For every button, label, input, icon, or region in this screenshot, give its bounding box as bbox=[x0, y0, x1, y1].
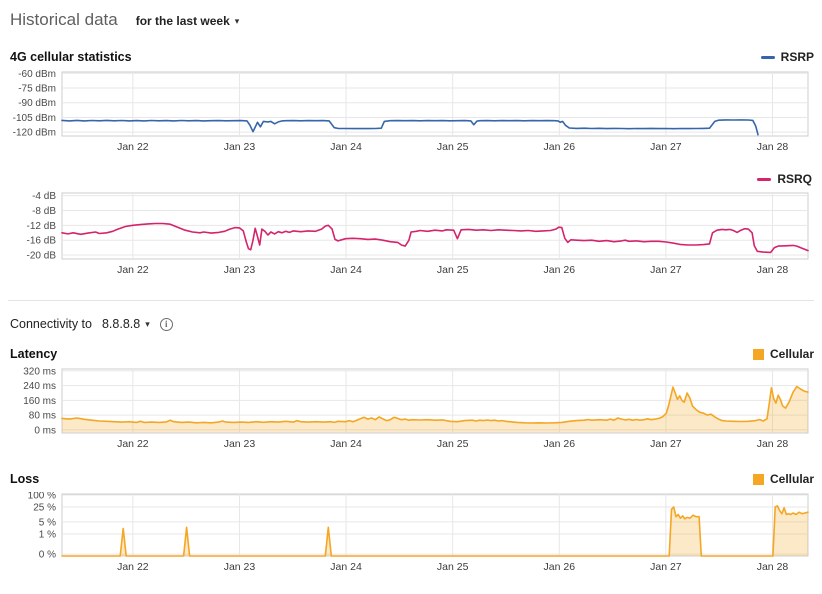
svg-text:0 %: 0 % bbox=[39, 550, 56, 561]
loss-label: Loss bbox=[10, 472, 40, 486]
rsrp-legend-label: RSRP bbox=[780, 50, 814, 64]
chevron-down-icon: ▾ bbox=[234, 15, 240, 26]
svg-text:Jan 23: Jan 23 bbox=[224, 264, 256, 276]
loss-cellular-legend-label: Cellular bbox=[769, 472, 814, 486]
svg-text:-75 dBm: -75 dBm bbox=[18, 84, 56, 95]
svg-text:80 ms: 80 ms bbox=[29, 411, 56, 422]
rsrq-legend-label: RSRQ bbox=[777, 172, 812, 186]
svg-text:Jan 25: Jan 25 bbox=[437, 438, 469, 450]
svg-text:320 ms: 320 ms bbox=[23, 367, 56, 377]
svg-text:Jan 28: Jan 28 bbox=[757, 264, 789, 276]
svg-text:-60 dBm: -60 dBm bbox=[18, 70, 56, 80]
svg-text:Jan 22: Jan 22 bbox=[117, 141, 149, 153]
page-header: Historical data for the last week ▾ bbox=[8, 10, 814, 30]
svg-text:-90 dBm: -90 dBm bbox=[18, 98, 56, 109]
svg-text:25 %: 25 % bbox=[33, 503, 56, 514]
rsrp-legend: RSRP bbox=[760, 50, 814, 64]
rsrq-legend: RSRQ bbox=[757, 171, 812, 187]
range-selector-label: for the last week bbox=[135, 14, 230, 28]
svg-text:Jan 25: Jan 25 bbox=[437, 561, 469, 573]
chevron-down-icon: ▾ bbox=[145, 318, 150, 329]
svg-text:Jan 28: Jan 28 bbox=[757, 438, 789, 450]
latency-cellular-legend: Cellular bbox=[752, 347, 814, 361]
svg-text:Jan 23: Jan 23 bbox=[224, 141, 256, 153]
svg-text:Jan 28: Jan 28 bbox=[757, 141, 789, 153]
latency-section-header: Latency Cellular bbox=[8, 345, 814, 363]
svg-text:240 ms: 240 ms bbox=[23, 381, 56, 392]
section-divider bbox=[8, 300, 814, 301]
svg-text:100 %: 100 % bbox=[28, 492, 56, 501]
svg-text:Jan 22: Jan 22 bbox=[117, 438, 149, 450]
svg-text:Jan 27: Jan 27 bbox=[650, 438, 682, 450]
svg-text:Jan 24: Jan 24 bbox=[330, 561, 362, 573]
latency-label: Latency bbox=[10, 347, 58, 361]
cellular-legend-square-icon bbox=[752, 473, 764, 485]
rsrp-legend-line-icon bbox=[760, 55, 775, 59]
svg-text:Jan 26: Jan 26 bbox=[544, 438, 576, 450]
svg-text:Jan 25: Jan 25 bbox=[437, 141, 469, 153]
svg-text:Jan 24: Jan 24 bbox=[330, 264, 362, 276]
svg-text:Jan 24: Jan 24 bbox=[330, 141, 362, 153]
svg-text:-4 dB: -4 dB bbox=[32, 191, 56, 202]
4g-section-label: 4G cellular statistics bbox=[10, 50, 132, 64]
svg-text:Jan 27: Jan 27 bbox=[650, 264, 682, 276]
svg-text:Jan 24: Jan 24 bbox=[330, 438, 362, 450]
connectivity-target-value: 8.8.8.8 bbox=[101, 317, 141, 331]
svg-text:Jan 27: Jan 27 bbox=[650, 141, 682, 153]
svg-text:Jan 27: Jan 27 bbox=[650, 561, 682, 573]
cellular-legend-square-icon bbox=[752, 348, 764, 360]
svg-text:0 ms: 0 ms bbox=[34, 425, 56, 436]
latency-chart: Jan 22 Jan 23 Jan 24 Jan 25 Jan 26 Jan 27 Jan … bbox=[8, 366, 814, 458]
svg-text:1 %: 1 % bbox=[39, 529, 56, 540]
info-icon[interactable]: i bbox=[159, 317, 173, 331]
svg-text:Jan 28: Jan 28 bbox=[757, 561, 789, 573]
4g-section-header: 4G cellular statistics RSRP bbox=[8, 48, 814, 66]
connectivity-header: Connectivity to 8.8.8.8 ▾ i bbox=[8, 317, 814, 331]
svg-text:Jan 22: Jan 22 bbox=[117, 264, 149, 276]
svg-text:-105 dBm: -105 dBm bbox=[13, 113, 56, 124]
svg-text:Jan 23: Jan 23 bbox=[224, 561, 256, 573]
svg-text:Jan 22: Jan 22 bbox=[117, 561, 149, 573]
rsrq-chart: Jan 22 Jan 23 Jan 24 Jan 25 Jan 26 Jan 27 Jan … bbox=[8, 191, 814, 284]
loss-chart: Jan 22 Jan 23 Jan 24 Jan 25 Jan 26 Jan 27 Jan … bbox=[8, 490, 814, 581]
svg-text:-12 dB: -12 dB bbox=[27, 221, 57, 232]
svg-text:-120 dBm: -120 dBm bbox=[13, 128, 56, 139]
rsrq-legend-line-icon bbox=[757, 177, 772, 181]
loss-section-header: Loss Cellular bbox=[8, 470, 814, 488]
svg-text:Jan 26: Jan 26 bbox=[544, 561, 576, 573]
svg-text:Jan 26: Jan 26 bbox=[544, 141, 576, 153]
rsrp-chart: Jan 22 Jan 23 Jan 24 Jan 25 Jan 26 Jan 27 Jan … bbox=[8, 69, 814, 161]
svg-text:Jan 26: Jan 26 bbox=[544, 264, 576, 276]
page-title: Historical data bbox=[10, 10, 118, 29]
svg-text:-16 dB: -16 dB bbox=[27, 236, 57, 247]
range-selector-dropdown[interactable]: for the last week ▾ bbox=[136, 14, 240, 28]
rsrq-legend-row: RSRQ bbox=[8, 171, 814, 187]
svg-text:Jan 23: Jan 23 bbox=[224, 438, 256, 450]
svg-text:160 ms: 160 ms bbox=[23, 396, 56, 407]
svg-text:5 %: 5 % bbox=[39, 517, 56, 528]
connectivity-target-dropdown[interactable]: 8.8.8.8 ▾ bbox=[102, 317, 150, 331]
svg-text:-20 dB: -20 dB bbox=[27, 251, 57, 262]
svg-text:Jan 25: Jan 25 bbox=[437, 264, 469, 276]
loss-cellular-legend: Cellular bbox=[752, 472, 814, 486]
svg-text:-8 dB: -8 dB bbox=[32, 206, 56, 217]
latency-cellular-legend-label: Cellular bbox=[769, 347, 814, 361]
connectivity-label: Connectivity to bbox=[10, 317, 92, 331]
